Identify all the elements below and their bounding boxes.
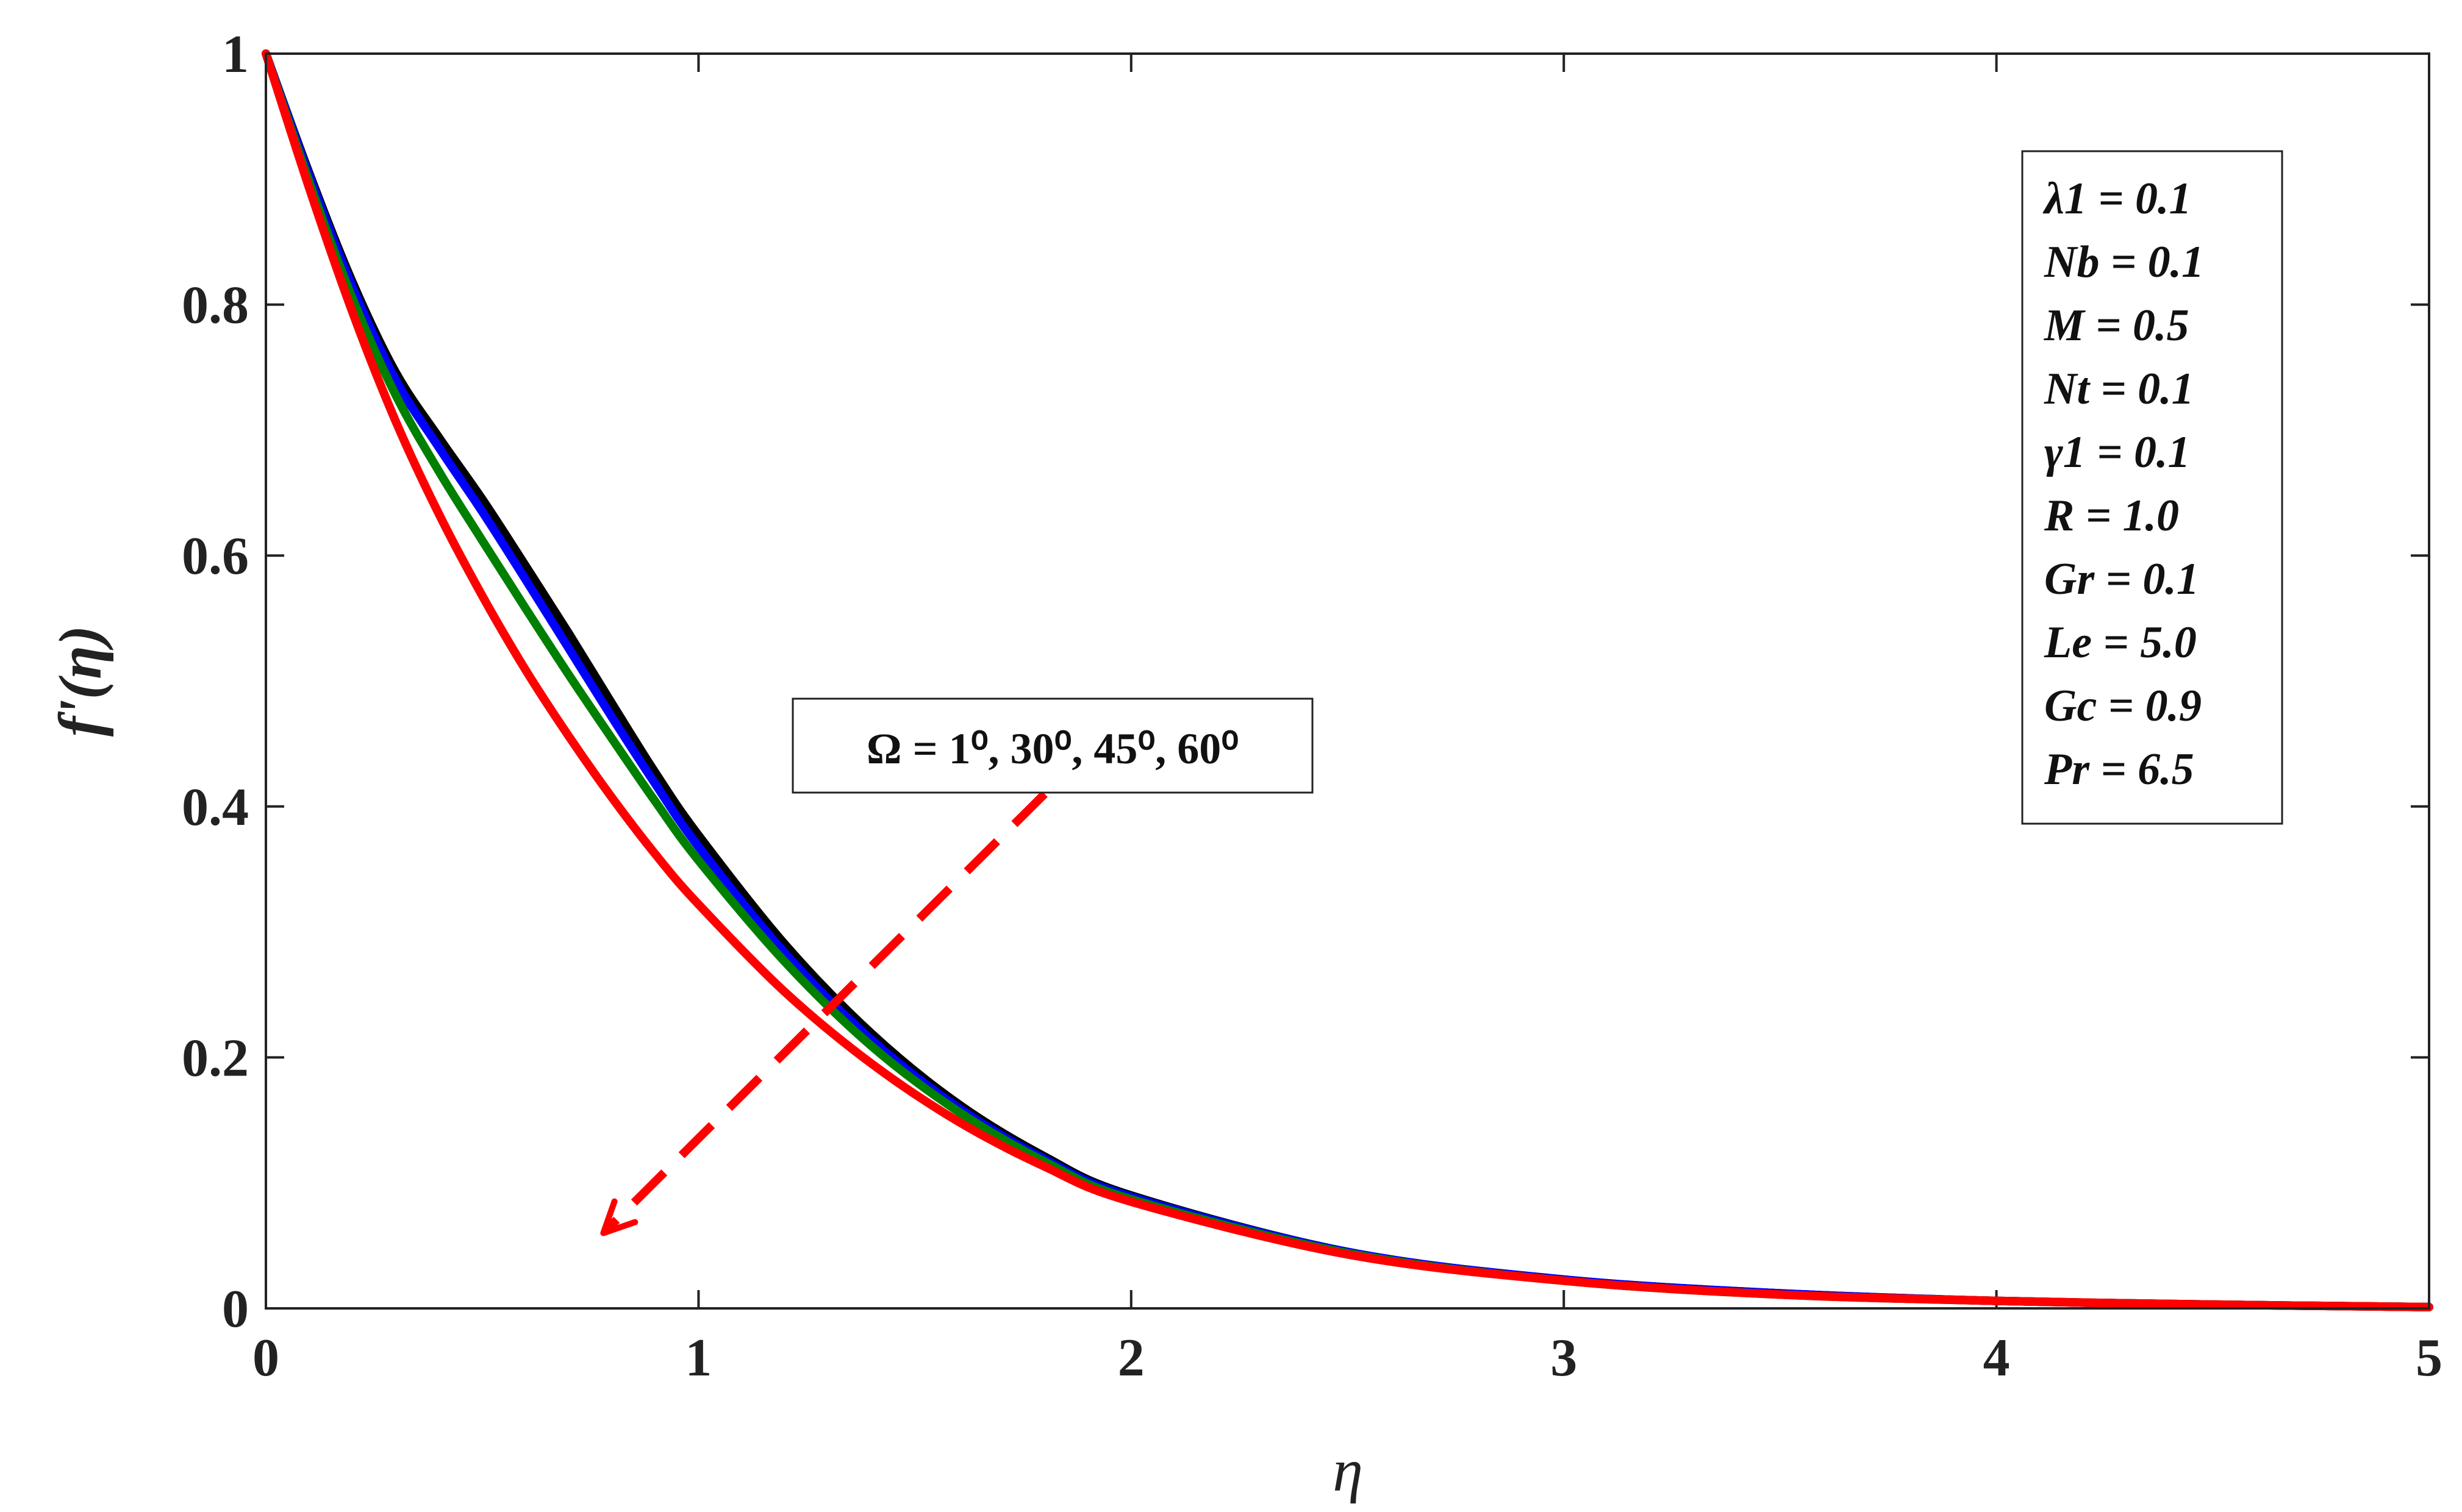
y-axis-label: f'(η) — [46, 626, 114, 737]
omega-arrow-head — [600, 1198, 639, 1236]
omega-label: Ω = 1⁰, 30⁰, 45⁰, 60⁰ — [867, 724, 1239, 773]
x-tick-labels: 0 1 2 3 4 5 — [252, 1328, 2442, 1388]
plot-frame — [265, 52, 2430, 1310]
y-tick-labels: 0 0.2 0.4 0.6 0.8 1 — [182, 25, 249, 1339]
parameter-item: Gr = 0.1 — [2044, 554, 2199, 604]
parameter-item: Nb = 0.1 — [2044, 237, 2204, 287]
y-tick-label: 0.2 — [182, 1029, 249, 1088]
x-tick-label: 4 — [1983, 1328, 2010, 1388]
parameter-item: Nt = 0.1 — [2044, 364, 2194, 414]
x-axis-label: η — [1333, 1436, 1363, 1504]
y-tick-label: 0.4 — [182, 778, 249, 837]
x-tick-label: 5 — [2416, 1328, 2442, 1388]
parameter-box-frame — [2021, 150, 2283, 825]
parameter-item: γ1 = 0.1 — [2044, 427, 2190, 477]
parameter-item: Le = 5.0 — [2044, 618, 2197, 668]
omega-arrow-shaft — [605, 791, 1048, 1232]
x-tick-label: 1 — [685, 1328, 712, 1388]
series-lines — [262, 49, 2433, 1311]
y-tick-label: 0.6 — [182, 527, 249, 586]
parameter-item: Pr = 6.5 — [2044, 744, 2194, 794]
y-tick-label: 0 — [222, 1280, 249, 1339]
parameter-item: M = 0.5 — [2044, 301, 2189, 351]
parameter-item: Gc = 0.9 — [2044, 681, 2202, 731]
parameter-box: λ1 = 0.1 Nb = 0.1 M = 0.5 Nt = 0.1 γ1 = 0.1 R… — [2021, 150, 2283, 825]
parameter-item: λ1 = 0.1 — [2042, 174, 2192, 224]
parameter-item: R = 1.0 — [2044, 491, 2179, 541]
y-tick-label: 1 — [222, 25, 249, 84]
omega-annotation: Ω = 1⁰, 30⁰, 45⁰, 60⁰ — [600, 697, 1314, 1236]
series-line-4 — [262, 49, 2433, 1311]
x-tick-label: 3 — [1550, 1328, 1577, 1388]
x-tick-label: 2 — [1118, 1328, 1145, 1388]
y-tick-label: 0.8 — [182, 276, 249, 335]
omega-box — [792, 697, 1314, 794]
x-tick-label: 0 — [252, 1328, 279, 1388]
